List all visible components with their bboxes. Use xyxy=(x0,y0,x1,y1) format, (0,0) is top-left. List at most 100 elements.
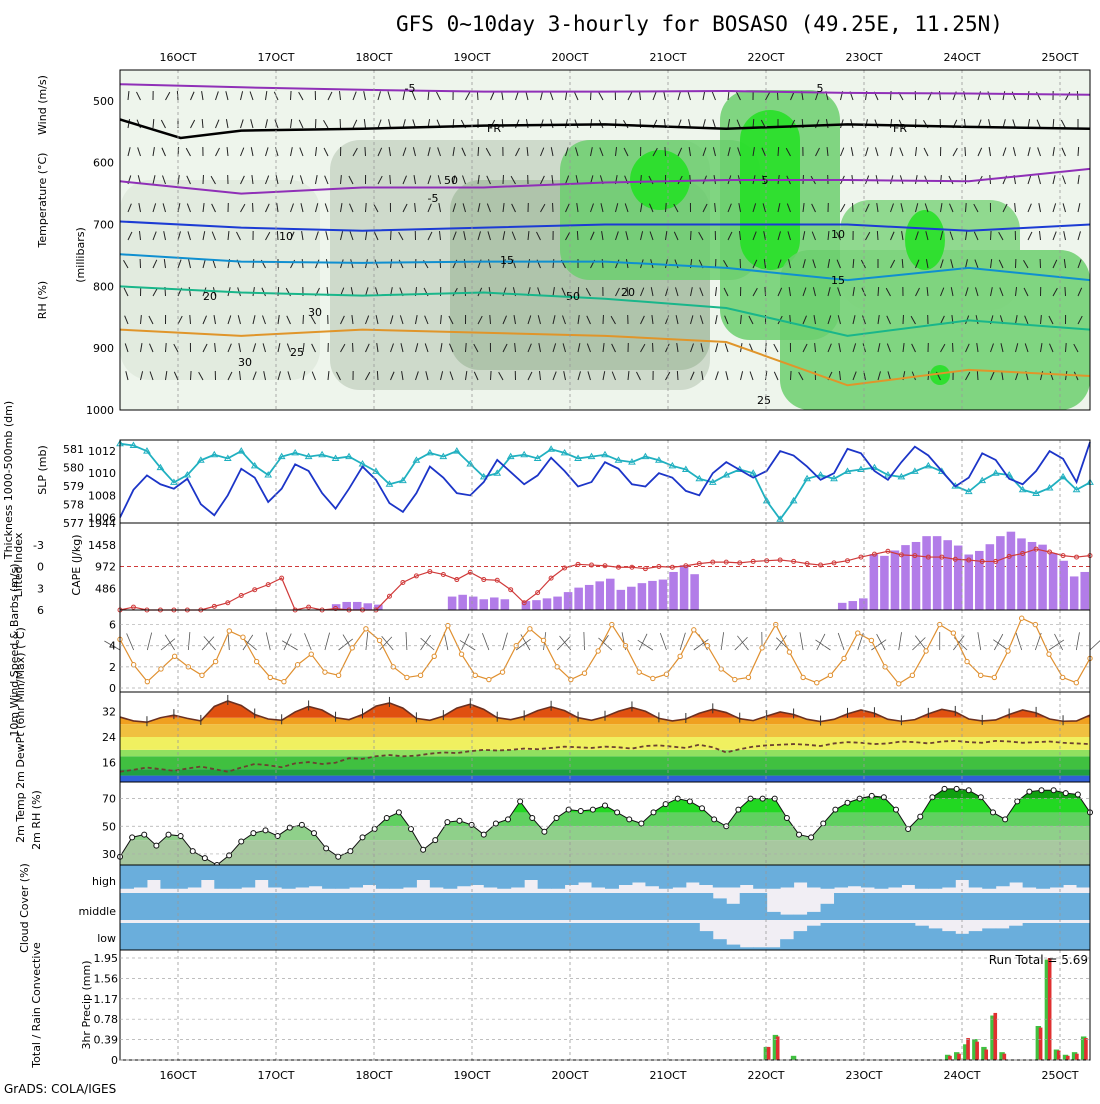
wind-speed-point xyxy=(418,673,422,677)
cloud-low-bar xyxy=(1063,923,1077,950)
cape-bar xyxy=(638,583,647,610)
cape-bar xyxy=(996,536,1005,610)
cape-bar xyxy=(469,597,478,610)
rh-point xyxy=(384,815,389,820)
cloud-low-bar xyxy=(160,923,174,950)
cloud-low-bar xyxy=(120,923,134,950)
wind-speed-point xyxy=(268,675,272,679)
cloud-middle-bar xyxy=(928,893,942,920)
surface-wind-barb xyxy=(266,632,270,650)
wind-speed-point xyxy=(336,673,340,677)
rh-point xyxy=(190,849,195,854)
isotherm-label: 20 xyxy=(621,286,635,299)
cloud-low-bar xyxy=(484,923,498,950)
cloud-high-bar xyxy=(659,865,673,889)
cloud-middle-bar xyxy=(982,893,996,920)
rh-point xyxy=(457,818,462,823)
cape-bar xyxy=(479,599,488,610)
pressure-tick: 900 xyxy=(93,342,114,355)
cloud-high-bar xyxy=(416,865,430,880)
surface-wind-barb xyxy=(284,634,291,650)
cape-bar xyxy=(1059,561,1068,610)
rh-point xyxy=(518,799,523,804)
cape-bar xyxy=(553,597,562,610)
wind-speed-point xyxy=(1074,681,1078,685)
cloud-high-bar xyxy=(942,865,956,888)
cape-bar xyxy=(617,590,626,610)
cloud-high-bar xyxy=(1036,865,1050,889)
wind-speed-point xyxy=(815,681,819,685)
cloud-middle-bar xyxy=(888,893,902,920)
cloud-low-bar xyxy=(147,923,161,950)
cape-bar xyxy=(458,595,467,610)
wind-speed-point xyxy=(1060,675,1064,679)
cloud-low-bar xyxy=(942,931,956,950)
rh-band xyxy=(120,812,1090,826)
surface-wind-barb xyxy=(503,633,508,650)
surface-wind-barb xyxy=(1016,633,1022,650)
rh-point xyxy=(784,815,789,820)
rh-point xyxy=(991,810,996,815)
cloud-high-bar xyxy=(780,865,794,888)
cloud-low-bar xyxy=(618,923,632,950)
wind-barb xyxy=(1065,287,1066,296)
wind-barb xyxy=(778,147,779,156)
cloud-low-bar xyxy=(659,923,673,950)
cape-bar xyxy=(648,581,657,610)
rh-bands xyxy=(120,782,1090,865)
wind-speed-point xyxy=(473,673,477,677)
cloud-middle-bar xyxy=(147,893,161,920)
wind-speed-point xyxy=(965,659,969,663)
cloud-middle-bar xyxy=(187,893,201,920)
cloud-high-bar xyxy=(915,865,929,889)
cloud-middle-bar xyxy=(740,893,754,920)
rh-point xyxy=(978,795,983,800)
day-label-top: 17OCT xyxy=(257,51,294,64)
rh-label: 50 xyxy=(566,290,580,303)
rh-point xyxy=(930,795,935,800)
cloud-high-bar xyxy=(565,865,579,885)
cloud-low-bar xyxy=(214,923,228,950)
rh-point xyxy=(445,820,450,825)
wind-barb xyxy=(466,343,467,352)
isotherm-label: 10 xyxy=(831,228,845,241)
cape-bar xyxy=(880,556,889,610)
lifted-index-tick: 6 xyxy=(37,604,44,617)
rh-point xyxy=(142,832,147,837)
cloud-high-bar xyxy=(982,865,996,889)
cloud-middle-bar xyxy=(565,893,579,920)
cloud-low-bar xyxy=(255,923,269,950)
wind-speed-point xyxy=(254,659,258,663)
surface-wind-barb xyxy=(444,632,448,650)
rh-point xyxy=(869,793,874,798)
rh-point xyxy=(712,817,717,822)
cloud-middle-bar xyxy=(592,893,606,920)
wind-barb xyxy=(1066,343,1067,352)
cloud-high-bar xyxy=(592,865,606,888)
lifted-index-tick: 0 xyxy=(37,561,44,574)
cloud-middle-bar xyxy=(524,893,538,920)
wind-barb xyxy=(966,203,967,212)
surface-wind-barb xyxy=(406,632,407,650)
wind-speed-point xyxy=(487,677,491,681)
rh-point xyxy=(700,806,705,811)
wind-speed-point xyxy=(282,679,286,683)
temp-band xyxy=(120,737,1090,750)
cloud-low-bar xyxy=(672,923,686,950)
cloud-high-bar xyxy=(618,865,632,885)
rh-point xyxy=(202,856,207,861)
cloud-low-bar xyxy=(187,923,201,950)
cloud-middle-bar xyxy=(551,893,565,920)
cape-bar xyxy=(574,588,583,610)
wind-barb xyxy=(166,343,167,352)
cloud-high-bar xyxy=(282,865,296,889)
cape-bar xyxy=(986,544,995,610)
cloud-high-bar xyxy=(928,865,942,889)
cloud-low-bar xyxy=(834,923,848,950)
day-label-bottom: 17OCT xyxy=(257,1069,294,1082)
thickness-tick: 580 xyxy=(63,462,84,475)
temp-band xyxy=(120,750,1090,756)
cape-bar xyxy=(933,536,942,610)
wind-barb xyxy=(490,315,491,324)
wind-speed-point xyxy=(213,659,217,663)
